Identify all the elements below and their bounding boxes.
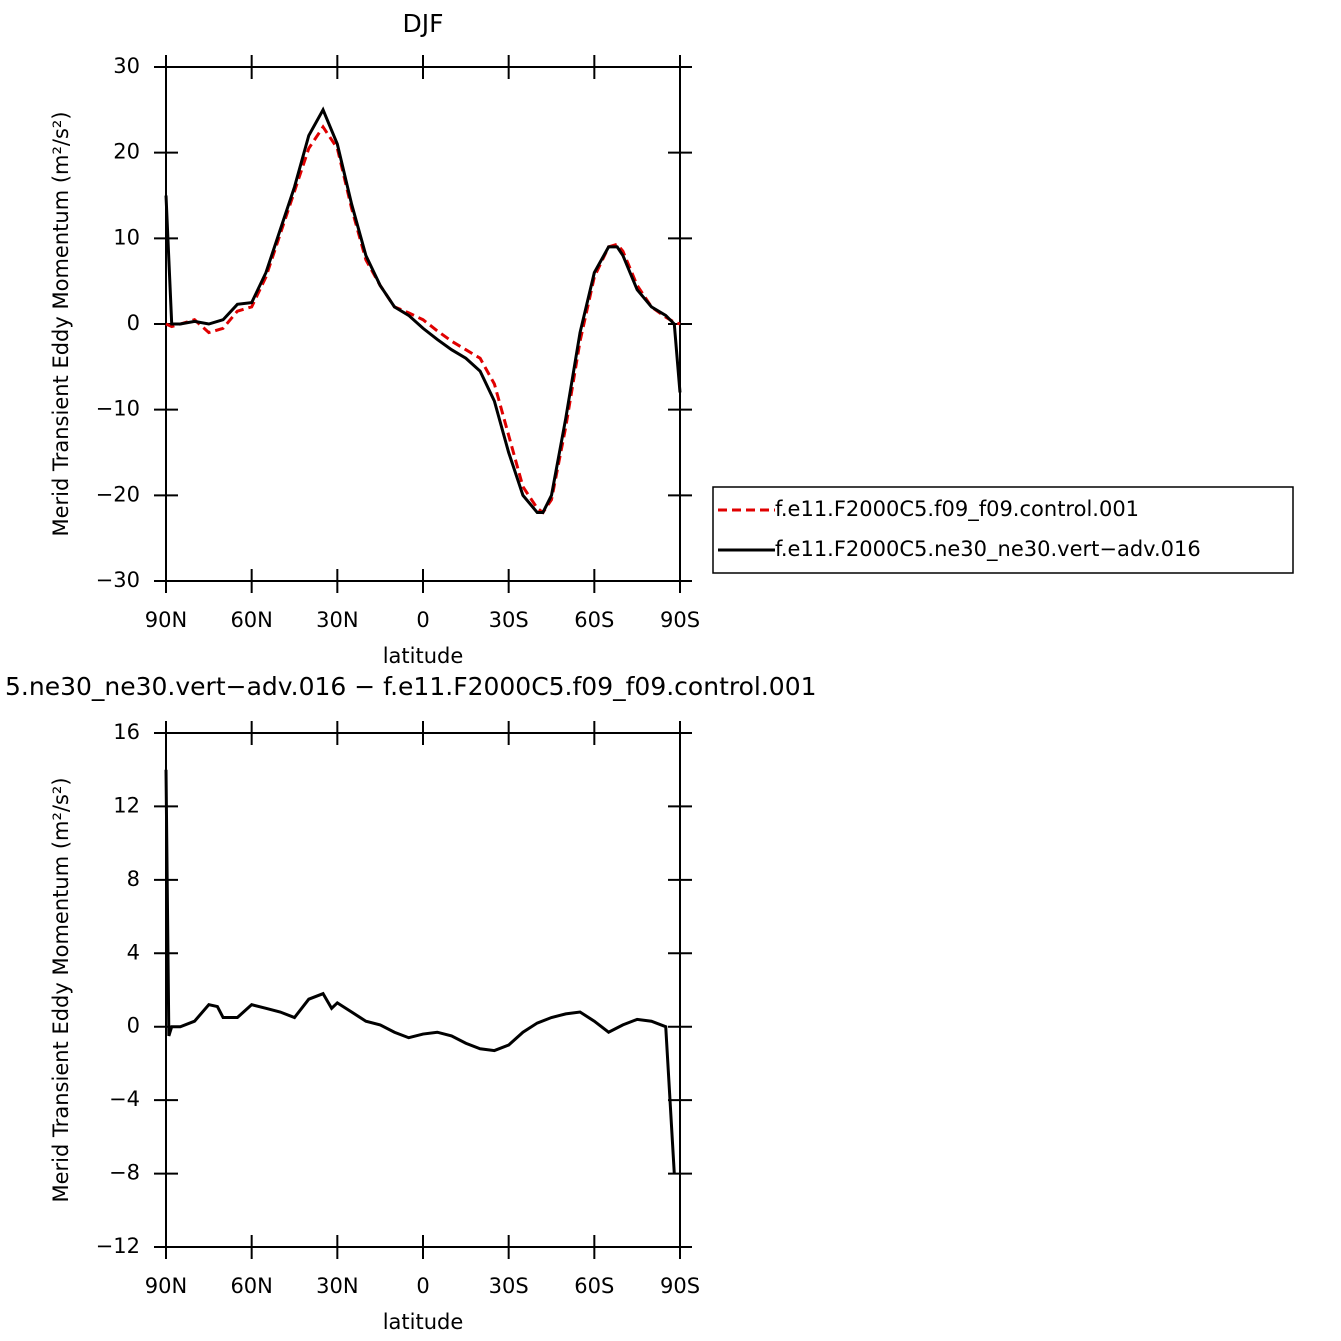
y-tick-label: 0: [127, 311, 140, 335]
y-axis-label: Merid Transient Eddy Momentum (m²/s²): [49, 111, 73, 536]
x-tick-label: 30S: [489, 1274, 529, 1298]
x-tick-label: 30S: [489, 608, 529, 632]
y-tick-label: 0: [127, 1014, 140, 1038]
x-tick-label: 60N: [230, 1274, 272, 1298]
data-line: [164, 769, 676, 1174]
x-tick-label: 60S: [574, 1274, 614, 1298]
y-tick-label: 30: [113, 54, 140, 78]
y-tick-label: −20: [96, 482, 140, 506]
y-tick-label: 12: [113, 793, 140, 817]
y-tick-label: −12: [96, 1234, 140, 1258]
y-tick-label: −8: [109, 1161, 140, 1185]
plot-frame: [165, 732, 681, 1248]
x-tick-label: 90N: [145, 1274, 187, 1298]
x-tick-label: 0: [416, 608, 429, 632]
x-tick-label: 90S: [660, 608, 700, 632]
data-line: [165, 124, 681, 515]
y-tick-label: 4: [127, 940, 140, 964]
y-tick-label: −30: [96, 568, 140, 592]
legend-box: [712, 486, 1294, 574]
x-tick-label: 60N: [230, 608, 272, 632]
y-tick-label: 8: [127, 867, 140, 891]
y-tick-label: −10: [96, 397, 140, 421]
data-line: [164, 106, 682, 514]
y-axis-label: Merid Transient Eddy Momentum (m²/s²): [49, 777, 73, 1202]
legend-label: f.e11.F2000C5.f09_f09.control.001: [775, 497, 1139, 522]
x-tick-label: 0: [416, 1274, 429, 1298]
x-tick-label: 30N: [316, 1274, 358, 1298]
legend-label: f.e11.F2000C5.ne30_ne30.vert−adv.016: [775, 537, 1201, 562]
chart-title: DJF: [402, 9, 443, 38]
y-tick-label: 10: [113, 225, 140, 249]
y-tick-label: 16: [113, 720, 140, 744]
x-tick-label: 90S: [660, 1274, 700, 1298]
y-tick-label: −4: [109, 1087, 140, 1111]
x-axis-label: latitude: [383, 644, 464, 668]
x-tick-label: 60S: [574, 608, 614, 632]
y-tick-label: 20: [113, 140, 140, 164]
x-tick-label: 30N: [316, 608, 358, 632]
plot-frame: [165, 66, 681, 582]
x-tick-label: 90N: [145, 608, 187, 632]
x-axis-label: latitude: [383, 1310, 464, 1334]
chart-title: 5.ne30_ne30.vert−adv.016 − f.e11.F2000C5…: [5, 672, 817, 701]
